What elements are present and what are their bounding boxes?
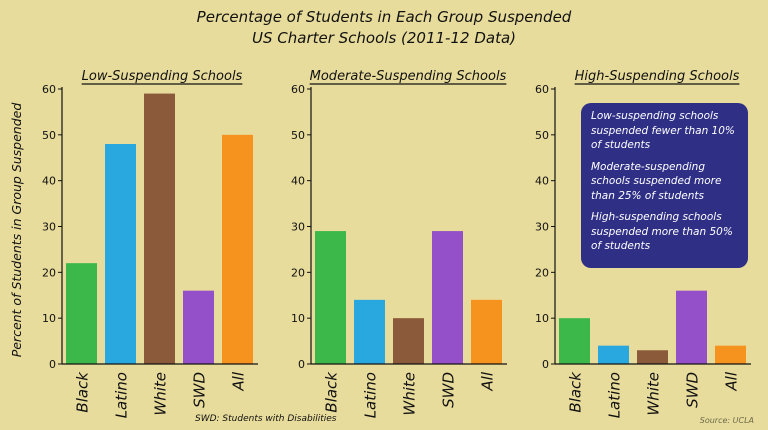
bar-swd [183,291,214,364]
y-tick-label: 20 [291,266,305,279]
x-tick-label: White [401,372,419,416]
y-tick-label: 0 [298,358,305,371]
bar-latino [354,300,385,364]
y-tick-label: 10 [535,312,549,325]
y-axis-label: Percent of Students in Group Suspended [9,103,24,358]
x-tick-label: White [152,372,170,416]
x-tick-label: All [723,371,741,391]
bar-white [393,318,424,364]
y-tick-label: 20 [42,266,56,279]
x-tick-label: Black [567,371,585,413]
y-tick-label: 40 [291,175,305,188]
x-tick-label: SWD [191,372,209,408]
bar-latino [598,346,629,364]
y-tick-label: 40 [42,175,56,188]
y-tick-label: 60 [291,83,305,96]
x-tick-label: Latino [113,372,131,418]
bar-latino [105,144,136,364]
x-tick-label: Black [323,371,341,413]
bar-swd [432,231,463,364]
legend-note-low: Low-suspending schools suspended fewer t… [591,109,740,153]
y-tick-label: 40 [535,175,549,188]
bar-white [637,350,668,364]
y-tick-label: 10 [291,312,305,325]
y-tick-label: 20 [535,266,549,279]
bar-all [471,300,502,364]
x-tick-label: SWD [440,372,458,408]
y-tick-label: 0 [542,358,549,371]
y-tick-label: 50 [291,129,305,142]
legend-note-high: High-suspending schools suspended more t… [591,210,740,254]
x-tick-label: Black [74,371,92,413]
bar-all [715,346,746,364]
bar-swd [676,291,707,364]
source-note: Source: UCLA [700,416,754,425]
legend-note-moderate: Moderate-suspending schools suspended mo… [591,160,740,204]
y-tick-label: 60 [535,83,549,96]
y-tick-label: 0 [49,358,56,371]
y-tick-label: 30 [535,221,549,234]
x-tick-label: White [645,372,663,416]
suspension-level-notes: Low-suspending schools suspended fewer t… [581,103,748,268]
bar-black [66,263,97,364]
x-tick-label: Latino [606,372,624,418]
y-tick-label: 50 [42,129,56,142]
x-tick-label: Latino [362,372,380,418]
bar-black [315,231,346,364]
x-tick-label: All [230,371,248,391]
panel-title: Low-Suspending Schools [82,69,243,84]
x-tick-label: All [479,371,497,391]
y-tick-label: 60 [42,83,56,96]
figure-title-line-2: US Charter Schools (2011-12 Data) [252,29,516,47]
y-tick-label: 30 [291,221,305,234]
bar-white [144,94,175,364]
bar-all [222,135,253,364]
bar-black [559,318,590,364]
y-tick-label: 50 [535,129,549,142]
footnote: SWD: Students with Disabilities [195,414,336,424]
y-tick-label: 10 [42,312,56,325]
y-tick-label: 30 [42,221,56,234]
x-tick-label: SWD [684,372,702,408]
figure-title-line-1: Percentage of Students in Each Group Sus… [197,8,572,26]
panel-title: High-Suspending Schools [575,69,740,84]
panel-title: Moderate-Suspending Schools [310,69,507,84]
